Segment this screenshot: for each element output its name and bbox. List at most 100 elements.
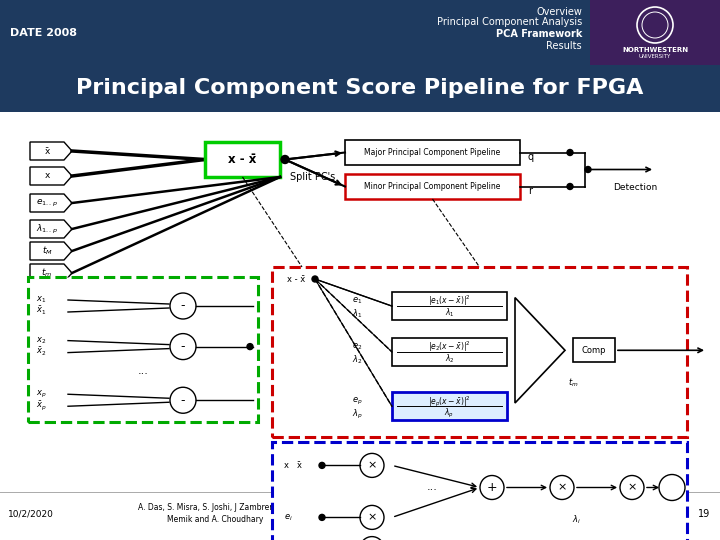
Text: $|e_p(x-\bar{x})|^2$: $|e_p(x-\bar{x})|^2$ bbox=[428, 394, 471, 409]
Polygon shape bbox=[30, 167, 72, 185]
Text: DATE 2008: DATE 2008 bbox=[10, 28, 77, 37]
Text: $|e_2(x-\bar{x})|^2$: $|e_2(x-\bar{x})|^2$ bbox=[428, 340, 471, 354]
Circle shape bbox=[170, 387, 196, 413]
Text: Detection: Detection bbox=[613, 183, 657, 192]
Text: ×: × bbox=[627, 483, 636, 492]
Circle shape bbox=[659, 475, 685, 501]
Text: x - x̄: x - x̄ bbox=[228, 153, 257, 166]
Circle shape bbox=[312, 276, 318, 282]
Bar bbox=[0, 492, 720, 540]
Text: ×: × bbox=[557, 483, 567, 492]
Text: $e_p$: $e_p$ bbox=[352, 396, 363, 407]
Polygon shape bbox=[30, 264, 72, 282]
Circle shape bbox=[567, 150, 573, 156]
Text: Split PC's: Split PC's bbox=[290, 172, 336, 182]
Circle shape bbox=[360, 454, 384, 477]
Text: PCA Framework: PCA Framework bbox=[495, 29, 582, 39]
Text: $\lambda_2$: $\lambda_2$ bbox=[352, 354, 362, 366]
Bar bbox=[272, 267, 687, 437]
Bar bbox=[345, 174, 520, 199]
Bar bbox=[392, 292, 507, 320]
Text: An Efficient FPGA Implementation of Principal Component Analysis
based Network I: An Efficient FPGA Implementation of Prin… bbox=[362, 503, 618, 524]
Circle shape bbox=[319, 515, 325, 521]
Bar bbox=[0, 112, 720, 492]
Text: $\lambda_{1..p}$: $\lambda_{1..p}$ bbox=[36, 222, 58, 235]
Text: $\lambda_1$: $\lambda_1$ bbox=[352, 308, 362, 320]
Text: $x_2$: $x_2$ bbox=[36, 335, 46, 346]
Text: ...: ... bbox=[138, 366, 148, 376]
Circle shape bbox=[170, 334, 196, 360]
Text: x: x bbox=[284, 461, 289, 470]
Text: Principal Component Score Pipeline for FPGA: Principal Component Score Pipeline for F… bbox=[76, 78, 644, 98]
Text: $t_M$: $t_M$ bbox=[42, 245, 53, 257]
Text: ×: × bbox=[367, 461, 377, 470]
Text: ×: × bbox=[367, 512, 377, 522]
Text: $\bar{x}_2$: $\bar{x}_2$ bbox=[36, 346, 46, 357]
Text: -: - bbox=[181, 394, 185, 407]
Text: Comp: Comp bbox=[582, 346, 606, 355]
Circle shape bbox=[319, 462, 325, 468]
Text: $\bar{x}_1$: $\bar{x}_1$ bbox=[36, 305, 46, 317]
Bar bbox=[272, 442, 687, 540]
Text: x - x̄: x - x̄ bbox=[287, 274, 305, 284]
Text: Overview: Overview bbox=[536, 7, 582, 17]
Text: r: r bbox=[528, 186, 532, 197]
Circle shape bbox=[247, 343, 253, 349]
Bar bbox=[345, 140, 520, 165]
Text: UNIVERSITY: UNIVERSITY bbox=[639, 55, 671, 59]
Text: $\lambda_p$: $\lambda_p$ bbox=[352, 408, 363, 421]
Text: $\lambda_1$: $\lambda_1$ bbox=[445, 307, 454, 319]
Bar bbox=[0, 0, 590, 65]
Text: $e_2$: $e_2$ bbox=[352, 342, 362, 352]
Text: +: + bbox=[487, 481, 498, 494]
Text: x̄: x̄ bbox=[297, 461, 302, 470]
Polygon shape bbox=[30, 242, 72, 260]
Text: -: - bbox=[181, 300, 185, 313]
Text: $|e_1(x-\bar{x})|^2$: $|e_1(x-\bar{x})|^2$ bbox=[428, 294, 471, 308]
Text: 10/2/2020: 10/2/2020 bbox=[8, 509, 54, 518]
Bar bbox=[0, 65, 720, 112]
Bar bbox=[573, 338, 615, 362]
Text: $x_p$: $x_p$ bbox=[36, 389, 47, 400]
Text: Results: Results bbox=[546, 41, 582, 51]
Bar bbox=[590, 0, 720, 65]
Text: Major Principal Component Pipeline: Major Principal Component Pipeline bbox=[364, 148, 500, 157]
Text: $t_m$: $t_m$ bbox=[568, 376, 579, 389]
Text: Principal Component Analysis: Principal Component Analysis bbox=[437, 17, 582, 27]
Text: x: x bbox=[45, 172, 50, 180]
Text: $\bar{x}_p$: $\bar{x}_p$ bbox=[36, 399, 47, 411]
Circle shape bbox=[281, 156, 289, 164]
Text: x̄: x̄ bbox=[45, 146, 50, 156]
Text: $e_i$: $e_i$ bbox=[284, 512, 293, 523]
Bar bbox=[28, 277, 258, 422]
Text: A. Das, S. Misra, S. Joshi, J Zambreno, G.
Memik and A. Choudhary: A. Das, S. Misra, S. Joshi, J Zambreno, … bbox=[138, 503, 292, 524]
Text: $\lambda_i$: $\lambda_i$ bbox=[572, 514, 581, 526]
Circle shape bbox=[360, 505, 384, 529]
Bar bbox=[392, 393, 507, 421]
Text: $x_1$: $x_1$ bbox=[36, 295, 46, 305]
Circle shape bbox=[170, 293, 196, 319]
Polygon shape bbox=[30, 194, 72, 212]
Text: 19: 19 bbox=[698, 509, 710, 518]
Circle shape bbox=[620, 476, 644, 500]
Circle shape bbox=[585, 166, 591, 172]
Circle shape bbox=[550, 476, 574, 500]
Text: $\lambda_2$: $\lambda_2$ bbox=[445, 353, 454, 365]
Text: q: q bbox=[528, 152, 534, 163]
Polygon shape bbox=[30, 220, 72, 238]
Text: ...: ... bbox=[426, 483, 438, 492]
Text: Minor Principal Component Pipeline: Minor Principal Component Pipeline bbox=[364, 182, 500, 191]
Text: $e_1$: $e_1$ bbox=[352, 296, 362, 306]
Circle shape bbox=[480, 476, 504, 500]
Circle shape bbox=[567, 184, 573, 190]
Text: $\lambda_p$: $\lambda_p$ bbox=[444, 407, 454, 420]
Polygon shape bbox=[30, 142, 72, 160]
Text: $e_{1..p}$: $e_{1..p}$ bbox=[36, 198, 58, 208]
Polygon shape bbox=[515, 298, 565, 403]
Circle shape bbox=[360, 537, 384, 540]
Bar bbox=[392, 338, 507, 366]
Bar bbox=[205, 142, 280, 177]
Text: NORTHWESTERN: NORTHWESTERN bbox=[622, 47, 688, 53]
Text: -: - bbox=[181, 340, 185, 353]
Text: $t_m$: $t_m$ bbox=[41, 267, 53, 279]
